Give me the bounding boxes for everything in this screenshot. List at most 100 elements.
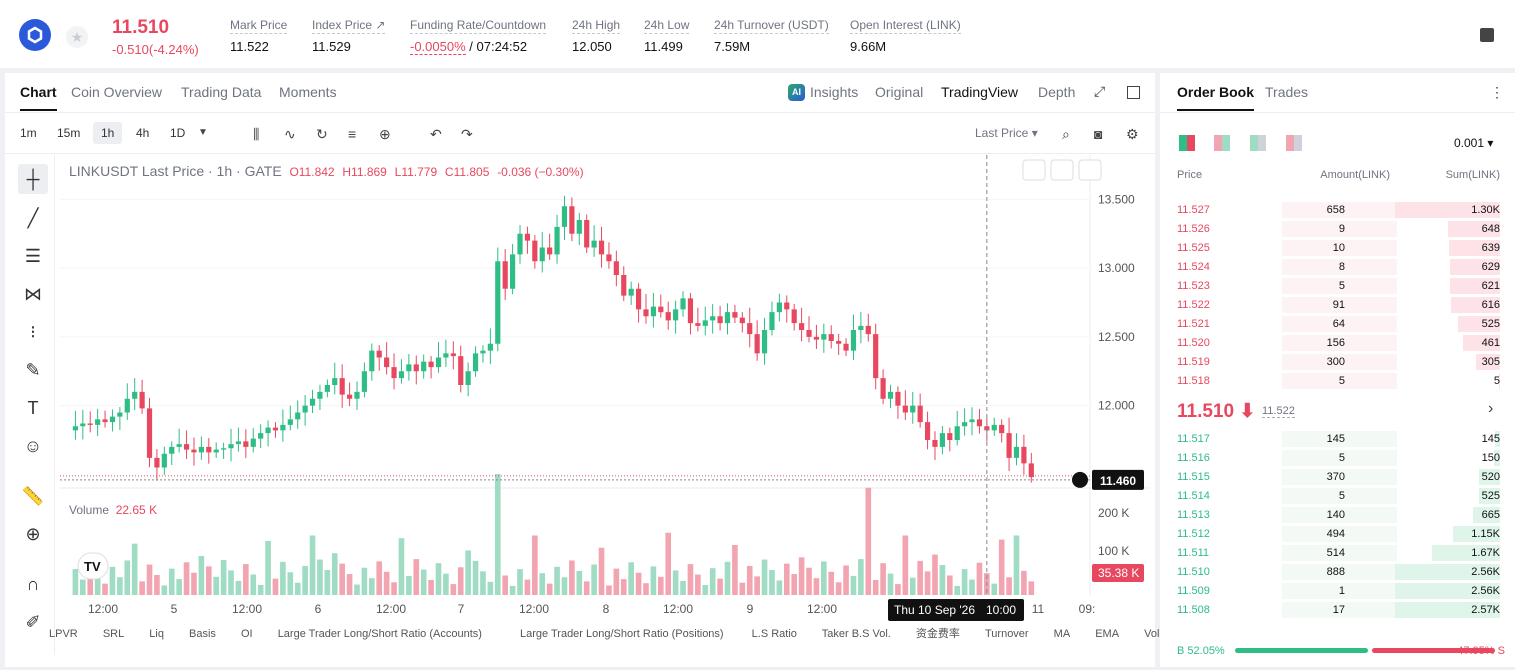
volume-bar-up	[250, 574, 257, 595]
indicator-ma[interactable]: MA	[1053, 628, 1071, 640]
candle-body-down	[917, 405, 923, 423]
fib-icon[interactable]: ⁝	[30, 322, 36, 342]
ask-row[interactable]: 11.519 300 305	[1160, 353, 1515, 372]
zoom-in-icon[interactable]: ⊕	[25, 524, 41, 544]
horizontal-lines-icon[interactable]: ☰	[24, 246, 42, 266]
bid-row[interactable]: 11.515 370 520	[1160, 468, 1515, 487]
candle-body-down	[932, 440, 938, 447]
interval-dropdown-icon[interactable]: ▼	[198, 127, 208, 138]
crosshair-icon[interactable]: ┼	[18, 164, 48, 194]
volume-bar-down	[339, 563, 345, 595]
refresh-icon[interactable]: ↻	[316, 126, 328, 142]
tab-trading-data[interactable]: Trading Data	[181, 84, 262, 100]
candle-body-down	[695, 323, 701, 326]
bid-amount-bar	[1282, 564, 1397, 580]
interval-15m[interactable]: 15m	[57, 126, 81, 140]
indicator-oi[interactable]: OI	[241, 628, 253, 640]
tab-moments[interactable]: Moments	[279, 84, 337, 100]
stat-index-price[interactable]: Index Price ↗ 11.529	[312, 18, 386, 54]
window-icon[interactable]	[1127, 86, 1140, 99]
ask-price: 11.522	[1177, 299, 1210, 311]
indicators-icon[interactable]: ∿	[284, 126, 296, 142]
indicator-lt-accounts[interactable]: Large Trader Long/Short Ratio (Accounts)	[277, 628, 482, 640]
bid-row[interactable]: 11.514 5 525	[1160, 487, 1515, 506]
tab-depth[interactable]: Depth	[1038, 84, 1076, 100]
bid-row[interactable]: 11.509 1 2.56K	[1160, 582, 1515, 601]
ask-row[interactable]: 11.521 64 525	[1160, 315, 1515, 334]
indicator-lt-positions[interactable]: Large Trader Long/Short Ratio (Positions…	[519, 628, 724, 640]
current-price-tag	[1092, 469, 1144, 490]
interval-1h[interactable]: 1h	[93, 122, 123, 144]
ruler-icon[interactable]: 📏	[21, 486, 45, 506]
bid-row[interactable]: 11.516 5 150	[1160, 449, 1515, 468]
bid-row[interactable]: 11.511 514 1.67K	[1160, 544, 1515, 563]
tab-tradingview[interactable]: TradingView	[941, 84, 1019, 100]
bid-row[interactable]: 11.513 140 665	[1160, 506, 1515, 525]
tab-order-book[interactable]: Order Book	[1177, 84, 1255, 111]
tab-coin-overview[interactable]: Coin Overview	[71, 84, 163, 100]
ask-amount: 8	[1338, 261, 1345, 273]
candle-body-up	[495, 261, 501, 344]
brush-icon[interactable]: ✎	[25, 360, 41, 380]
lock-draw-icon[interactable]: ✐	[25, 612, 41, 632]
magnet-icon[interactable]: ∩	[26, 574, 40, 594]
text-icon[interactable]: T	[27, 398, 39, 418]
favorite-star-icon[interactable]: ★	[66, 26, 88, 48]
emoji-icon[interactable]: ☺	[23, 436, 43, 456]
tab-insights[interactable]: Insights	[810, 84, 859, 100]
interval-1d[interactable]: 1D	[170, 126, 186, 140]
indicator-turnover[interactable]: Turnover	[984, 628, 1029, 640]
indicator-lpvr[interactable]: LPVR	[49, 628, 78, 640]
templates-icon[interactable]: ≡	[348, 126, 357, 142]
price-type-select[interactable]: Last Price ▾	[975, 126, 1038, 140]
indicator-srl[interactable]: SRL	[102, 628, 125, 640]
tab-trades[interactable]: Trades	[1265, 84, 1309, 100]
ask-row[interactable]: 11.518 5 5	[1160, 372, 1515, 391]
ask-row[interactable]: 11.522 91 616	[1160, 296, 1515, 315]
candlestick-chart[interactable]: 13.500 13.000 12.500 12.000 200 K 100 K 11.460…	[60, 155, 1150, 625]
tab-original[interactable]: Original	[875, 84, 924, 100]
view-bids-icon[interactable]	[1250, 135, 1266, 151]
view-compact-icon[interactable]	[1286, 135, 1302, 151]
bid-row[interactable]: 11.512 494 1.15K	[1160, 525, 1515, 544]
pattern-icon[interactable]: ⋈	[24, 284, 42, 304]
expand-icon[interactable]: ⤢	[1094, 83, 1106, 99]
ask-row[interactable]: 11.524 8 629	[1160, 258, 1515, 277]
chevron-right-icon[interactable]: ›	[1488, 400, 1494, 417]
interval-4h[interactable]: 4h	[136, 126, 150, 140]
settings-gear-icon[interactable]: ⚙	[1126, 126, 1139, 142]
volume-bar-up	[317, 559, 323, 595]
candle-body-up	[680, 298, 686, 310]
bid-row[interactable]: 11.517 145 145	[1160, 430, 1515, 449]
indicator-basis[interactable]: Basis	[189, 628, 216, 640]
indicator-liq[interactable]: Liq	[149, 628, 164, 640]
ask-row[interactable]: 11.520 156 461	[1160, 334, 1515, 353]
bid-row[interactable]: 11.508 17 2.57K	[1160, 601, 1515, 620]
volume-bar-down	[732, 545, 738, 595]
indicator-ema[interactable]: EMA	[1095, 628, 1120, 640]
view-both-icon[interactable]	[1179, 135, 1195, 151]
bid-row[interactable]: 11.510 888 2.56K	[1160, 563, 1515, 582]
candle-body-up	[287, 419, 293, 425]
ask-row[interactable]: 11.523 5 621	[1160, 277, 1515, 296]
precision-select[interactable]: 0.001 ▾	[1454, 136, 1494, 150]
book-icon[interactable]	[1480, 28, 1494, 42]
volume-bar-up	[257, 585, 264, 595]
ask-row[interactable]: 11.527 658 1.30K	[1160, 201, 1515, 220]
candles-icon[interactable]: ⫼	[253, 126, 260, 142]
tab-chart[interactable]: Chart	[20, 84, 57, 111]
redo-icon[interactable]: ↷	[461, 126, 473, 142]
trendline-icon[interactable]: ╱	[27, 208, 39, 228]
undo-icon[interactable]: ↶	[430, 126, 442, 142]
search-icon[interactable]: ⌕	[1062, 126, 1070, 142]
more-menu-icon[interactable]: ⋮	[1490, 84, 1504, 100]
interval-1m[interactable]: 1m	[20, 126, 37, 140]
camera-icon[interactable]: ◙	[1094, 126, 1103, 142]
view-asks-icon[interactable]	[1214, 135, 1230, 151]
indicator-taker-vol[interactable]: Taker B.S Vol.	[821, 628, 891, 640]
ask-row[interactable]: 11.526 9 648	[1160, 220, 1515, 239]
indicator-ls-ratio[interactable]: L.S Ratio	[751, 628, 797, 640]
ask-row[interactable]: 11.525 10 639	[1160, 239, 1515, 258]
add-indicator-icon[interactable]: ⊕	[379, 126, 391, 142]
indicator-funding-rate[interactable]: 资金费率	[915, 628, 960, 640]
